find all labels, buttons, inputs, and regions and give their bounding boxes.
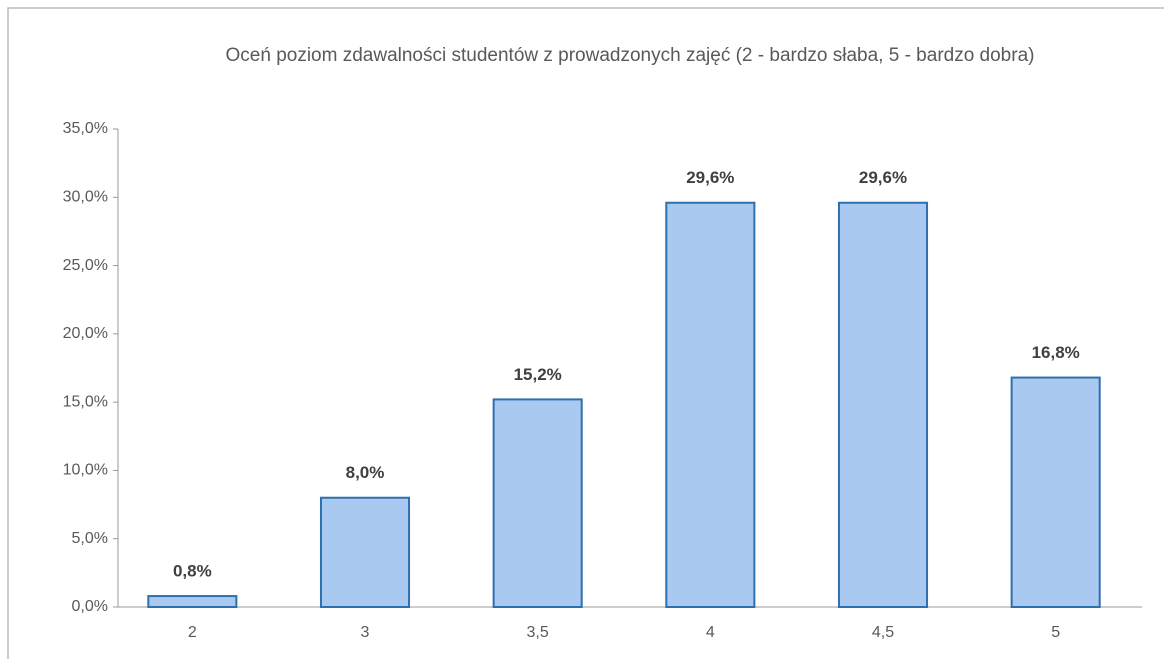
value-label: 29,6% xyxy=(686,168,734,187)
chart-title: Oceń poziom zdawalności studentów z prow… xyxy=(225,45,1035,66)
bar xyxy=(1010,376,1101,608)
x-tick-label: 5 xyxy=(1051,624,1060,641)
y-tick-label: 25,0% xyxy=(63,257,108,274)
x-tick-label: 3,5 xyxy=(527,624,549,641)
y-tick-label: 10,0% xyxy=(63,462,108,479)
x-tick-label: 3 xyxy=(361,624,370,641)
value-label: 29,6% xyxy=(859,168,907,187)
y-tick-label: 5,0% xyxy=(72,530,108,547)
y-tick-label: 15,0% xyxy=(63,393,108,410)
value-label: 8,0% xyxy=(346,463,385,482)
value-label: 0,8% xyxy=(173,562,212,581)
value-label: 16,8% xyxy=(1032,343,1080,362)
bar xyxy=(147,595,238,608)
bar xyxy=(492,398,583,609)
y-tick-label: 35,0% xyxy=(63,120,108,137)
y-tick-label: 0,0% xyxy=(72,598,108,615)
y-tick-label: 30,0% xyxy=(63,189,108,206)
x-tick-label: 2 xyxy=(188,624,197,641)
x-tick-label: 4,5 xyxy=(872,624,894,641)
bar xyxy=(319,496,411,608)
value-label: 15,2% xyxy=(514,365,562,384)
chart-frame xyxy=(7,7,1164,659)
bar xyxy=(665,201,756,608)
y-tick-label: 20,0% xyxy=(63,325,108,342)
x-tick-label: 4 xyxy=(706,624,715,641)
bar xyxy=(837,201,929,608)
